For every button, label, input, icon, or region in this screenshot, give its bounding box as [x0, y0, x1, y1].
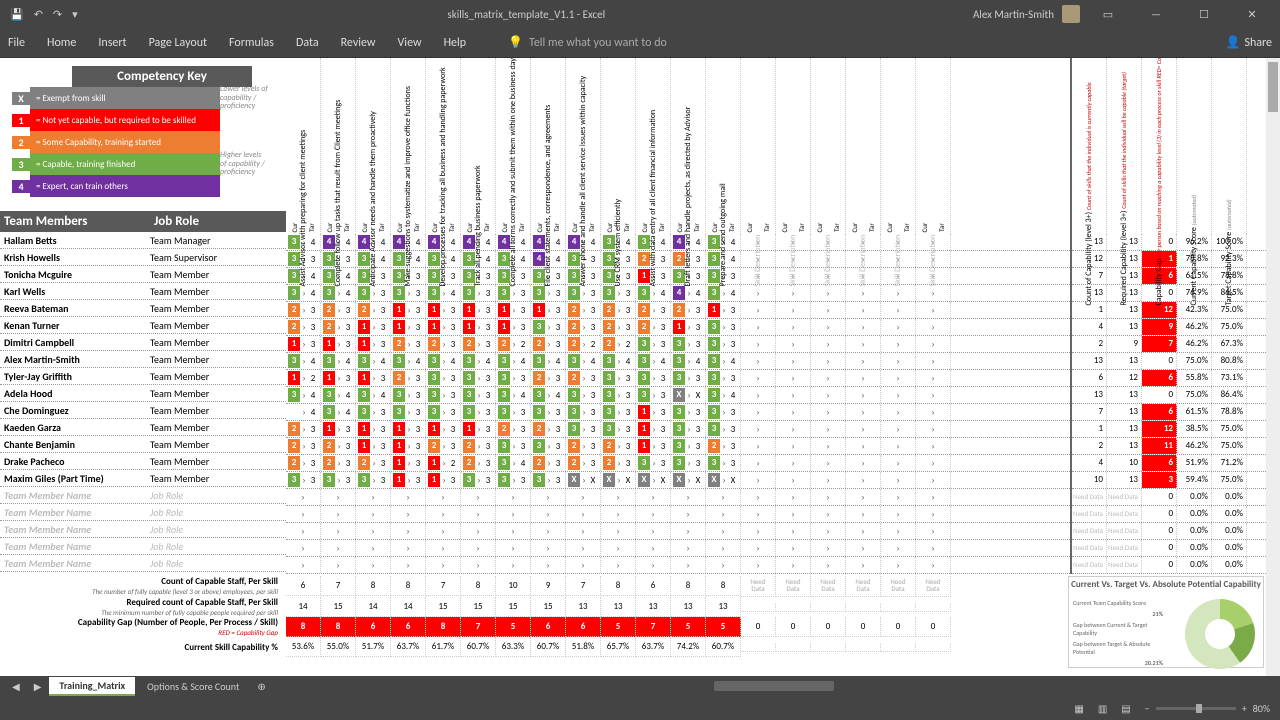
zoom-out-icon[interactable]: −	[1145, 702, 1150, 715]
tab-data[interactable]: Data	[296, 36, 319, 50]
summary-header: Target Capability Score (automated)	[1224, 141, 1234, 306]
tab-home[interactable]: Home	[47, 36, 76, 50]
zoom-slider[interactable]	[1156, 707, 1236, 710]
vertical-scrollbar[interactable]	[1266, 58, 1280, 676]
skill-header: Complete follow up tasks that result fro…	[333, 132, 343, 287]
key-label: = Some Capability, training started	[30, 131, 220, 153]
skill-header: Skill Description	[753, 132, 763, 287]
tab-insert[interactable]: Insert	[98, 36, 126, 50]
key-label: = Not yet capable, but required to be sk…	[30, 109, 220, 131]
skill-header: Use CRM system efficiently	[613, 132, 623, 287]
skill-header: File client statements, correspondence, …	[543, 132, 553, 287]
summary-header: Required Capability (level 3+) Count of …	[1119, 141, 1129, 306]
key-level-3: 3	[12, 158, 30, 171]
member-row[interactable]: Hallam BettsTeam Manager	[0, 232, 286, 249]
zoom-in-icon[interactable]: +	[1242, 702, 1247, 715]
key-level-1: 1	[12, 114, 30, 127]
view-break-icon[interactable]: ▤	[1121, 702, 1130, 715]
skill-header: Make suggestions to systematize and impr…	[403, 132, 413, 287]
member-row[interactable]: Dimitri CampbellTeam Member	[0, 334, 286, 351]
skill-header: Skill Description	[928, 132, 938, 287]
member-row[interactable]: Che DominguezTeam Member	[0, 402, 286, 419]
tab-page-layout[interactable]: Page Layout	[149, 36, 207, 50]
skill-header: Skill Description	[858, 132, 868, 287]
member-row[interactable]: Tonicha McguireTeam Member	[0, 266, 286, 283]
add-sheet-icon[interactable]: ⊕	[251, 680, 271, 693]
tab-nav-prev[interactable]: ◀	[6, 680, 26, 693]
member-row[interactable]: Drake PachecoTeam Member	[0, 453, 286, 470]
skill-header: Assist Advisor with preparing for client…	[298, 132, 308, 287]
skill-header: Track all pending business paperwork	[473, 132, 483, 287]
summary-header: Current Capability Score (automated)	[1189, 141, 1199, 306]
member-row[interactable]: Maxim Giles (Part Time)Team Member	[0, 470, 286, 487]
sheet-tabs: ◀ ▶ Training_Matrix Options & Score Coun…	[0, 676, 1280, 696]
member-row[interactable]: Kaeden GarzaTeam Member	[0, 419, 286, 436]
member-row[interactable]: Chante BenjaminTeam Member	[0, 436, 286, 453]
maximize-icon[interactable]: ☐	[1184, 8, 1224, 21]
tab-file[interactable]: File	[8, 36, 25, 50]
key-label: = Expert, can train others	[30, 175, 220, 197]
skill-header: Skill Description	[788, 132, 798, 287]
tab-help[interactable]: Help	[444, 36, 467, 50]
member-row[interactable]: Karl WellsTeam Member	[0, 283, 286, 300]
window-title: skills_matrix_template_V1.1 - Excel	[88, 8, 965, 21]
zoom-level[interactable]: 80%	[1253, 702, 1270, 715]
worksheet[interactable]: Competency Key X = Exempt from skill Low…	[0, 58, 1280, 676]
skill-header: Assist with data entry of all client fin…	[648, 132, 658, 287]
bulb-icon: 💡	[508, 35, 523, 50]
share-button[interactable]: 👤 Share	[1225, 35, 1272, 50]
key-label: = Exempt from skill	[30, 87, 220, 109]
key-level-X: X	[12, 92, 30, 105]
ribbon: File Home Insert Page Layout Formulas Da…	[0, 28, 1280, 58]
capability-chart: Current Vs. Target Vs. Absolute Potentia…	[1068, 576, 1264, 668]
share-icon: 👤	[1225, 35, 1240, 50]
team-header: Team Members Job Role	[0, 211, 286, 232]
summary-header: Capability Gap Per person based on reach…	[1154, 141, 1164, 306]
sheet-tab-options[interactable]: Options & Score Count	[137, 678, 249, 695]
undo-icon[interactable]: ↶	[34, 8, 43, 21]
member-row[interactable]: Kenan TurnerTeam Member	[0, 317, 286, 334]
member-row[interactable]: Reeva BatemanTeam Member	[0, 300, 286, 317]
tab-formulas[interactable]: Formulas	[229, 36, 274, 50]
avatar[interactable]	[1062, 5, 1080, 23]
member-row[interactable]: Adela HoodTeam Member	[0, 385, 286, 402]
skill-header: Prepare and send outgoing mail	[718, 132, 728, 287]
horizontal-scrollbar[interactable]	[274, 681, 1274, 691]
member-row[interactable]: Alex Martin-SmithTeam Member	[0, 351, 286, 368]
chart-legend: Current Team Capability Score 21% Gap be…	[1073, 599, 1163, 670]
tell-me[interactable]: 💡 Tell me what you want to do	[508, 35, 667, 50]
skill-header: Skill Description	[893, 132, 903, 287]
tab-nav-next[interactable]: ▶	[28, 680, 48, 693]
view-layout-icon[interactable]: ▥	[1098, 702, 1107, 715]
view-normal-icon[interactable]: ▦	[1074, 702, 1083, 715]
key-label: = Capable, training finished	[30, 153, 220, 175]
member-row[interactable]: Krish HowellsTeam Supervisor	[0, 249, 286, 266]
skill-header: Develop processes for tracking all busin…	[438, 132, 448, 287]
ribbon-options-icon[interactable]: ▭	[1088, 8, 1128, 21]
skill-header: Anticipate Advisor needs and handle them…	[368, 132, 378, 287]
customize-icon[interactable]: ▾	[72, 8, 78, 21]
donut-chart	[1185, 599, 1255, 669]
tab-review[interactable]: Review	[341, 36, 376, 50]
key-level-2: 2	[12, 136, 30, 149]
skill-header: Draft letters and handle projects, as di…	[683, 132, 693, 287]
member-row[interactable]: Tyler-Jay GriffithTeam Member	[0, 368, 286, 385]
save-icon[interactable]: 💾	[10, 8, 24, 21]
tab-view[interactable]: View	[398, 36, 422, 50]
redo-icon[interactable]: ↷	[53, 8, 62, 21]
skill-header: Answer phone and handle all client servi…	[578, 132, 588, 287]
sheet-tab-training[interactable]: Training_Matrix	[49, 677, 135, 696]
key-level-4: 4	[12, 180, 30, 193]
minimize-icon[interactable]: —	[1136, 8, 1176, 21]
skill-header: Complete all forms correctly and submit …	[508, 132, 518, 287]
close-icon[interactable]: ✕	[1232, 8, 1272, 21]
skill-header: Skill Description	[823, 132, 833, 287]
status-bar: ▦ ▥ ▤ − + 80%	[0, 696, 1280, 720]
summary-header: Count of Capability (level 3+) Count of …	[1084, 141, 1094, 306]
user-name[interactable]: Alex Martin-Smith	[973, 8, 1054, 21]
title-bar: 💾 ↶ ↷ ▾ skills_matrix_template_V1.1 - Ex…	[0, 0, 1280, 28]
